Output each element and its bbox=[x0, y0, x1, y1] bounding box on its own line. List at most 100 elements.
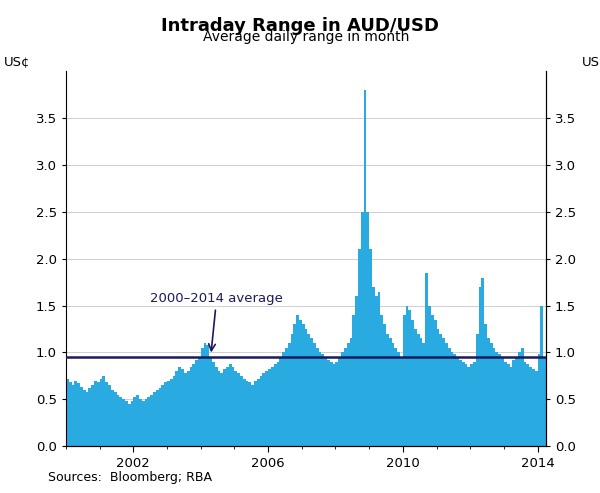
Bar bbox=[307, 334, 310, 446]
Bar bbox=[596, 388, 599, 446]
Bar bbox=[201, 348, 203, 446]
Bar bbox=[375, 296, 377, 446]
Bar bbox=[285, 348, 288, 446]
Bar bbox=[254, 381, 257, 446]
Bar bbox=[445, 343, 448, 446]
Bar bbox=[538, 354, 541, 446]
Bar bbox=[108, 386, 111, 446]
Bar bbox=[332, 364, 335, 446]
Bar bbox=[560, 362, 563, 446]
Bar bbox=[431, 315, 434, 446]
Bar bbox=[265, 371, 268, 446]
Bar bbox=[377, 292, 380, 446]
Bar bbox=[352, 315, 355, 446]
Bar bbox=[350, 339, 352, 446]
Bar bbox=[71, 386, 74, 446]
Bar bbox=[271, 367, 274, 446]
Bar bbox=[114, 392, 116, 446]
Bar bbox=[150, 394, 153, 446]
Bar bbox=[316, 348, 319, 446]
Bar bbox=[153, 392, 156, 446]
Bar bbox=[161, 386, 164, 446]
Bar bbox=[148, 397, 150, 446]
Bar bbox=[509, 367, 512, 446]
Bar bbox=[235, 371, 237, 446]
Text: 2000–2014 average: 2000–2014 average bbox=[150, 292, 283, 351]
Bar bbox=[131, 401, 133, 446]
Bar bbox=[347, 343, 350, 446]
Bar bbox=[504, 362, 507, 446]
Bar bbox=[574, 373, 577, 446]
Bar bbox=[571, 371, 574, 446]
Bar bbox=[464, 364, 467, 446]
Bar bbox=[173, 376, 175, 446]
Bar bbox=[290, 334, 293, 446]
Bar bbox=[175, 371, 178, 446]
Bar bbox=[105, 383, 108, 446]
Bar bbox=[119, 397, 122, 446]
Bar bbox=[451, 352, 454, 446]
Bar bbox=[498, 354, 501, 446]
Bar bbox=[145, 399, 148, 446]
Bar bbox=[209, 357, 212, 446]
Bar bbox=[229, 364, 232, 446]
Bar bbox=[133, 397, 136, 446]
Bar bbox=[397, 352, 400, 446]
Bar bbox=[493, 348, 496, 446]
Bar bbox=[481, 278, 484, 446]
Bar bbox=[437, 329, 439, 446]
Bar bbox=[282, 352, 285, 446]
Bar bbox=[288, 343, 290, 446]
Bar bbox=[585, 383, 588, 446]
Bar bbox=[212, 362, 215, 446]
Bar bbox=[322, 354, 324, 446]
Title: Average daily range in month: Average daily range in month bbox=[203, 30, 409, 44]
Bar bbox=[232, 367, 235, 446]
Bar bbox=[599, 386, 600, 446]
Bar bbox=[541, 306, 543, 446]
Bar bbox=[448, 348, 451, 446]
Bar bbox=[111, 390, 114, 446]
Bar bbox=[568, 369, 571, 446]
Bar bbox=[507, 364, 509, 446]
Bar bbox=[428, 306, 431, 446]
Bar bbox=[501, 357, 504, 446]
Bar bbox=[122, 399, 125, 446]
Bar bbox=[319, 352, 322, 446]
Bar bbox=[380, 315, 383, 446]
Bar bbox=[459, 360, 462, 446]
Bar bbox=[473, 362, 476, 446]
Bar bbox=[97, 383, 100, 446]
Bar bbox=[158, 388, 161, 446]
Bar bbox=[467, 367, 470, 446]
Bar bbox=[529, 367, 532, 446]
Bar bbox=[518, 352, 521, 446]
Bar bbox=[549, 357, 551, 446]
Bar bbox=[116, 394, 119, 446]
Bar bbox=[296, 315, 299, 446]
Bar bbox=[88, 388, 91, 446]
Bar bbox=[414, 329, 417, 446]
Bar bbox=[245, 381, 248, 446]
Bar bbox=[338, 357, 341, 446]
Bar bbox=[580, 379, 583, 446]
Bar bbox=[293, 324, 296, 446]
Bar bbox=[139, 399, 142, 446]
Bar bbox=[484, 324, 487, 446]
Text: Intraday Range in AUD/USD: Intraday Range in AUD/USD bbox=[161, 17, 439, 35]
Bar bbox=[372, 287, 375, 446]
Bar bbox=[439, 334, 442, 446]
Bar bbox=[583, 381, 585, 446]
Bar bbox=[535, 371, 538, 446]
Bar bbox=[335, 362, 338, 446]
Bar bbox=[400, 357, 403, 446]
Bar bbox=[237, 373, 240, 446]
Bar bbox=[66, 379, 69, 446]
Bar bbox=[277, 362, 280, 446]
Bar bbox=[206, 345, 209, 446]
Bar bbox=[419, 339, 422, 446]
Bar bbox=[94, 381, 97, 446]
Bar bbox=[198, 357, 201, 446]
Bar bbox=[425, 273, 428, 446]
Bar bbox=[268, 369, 271, 446]
